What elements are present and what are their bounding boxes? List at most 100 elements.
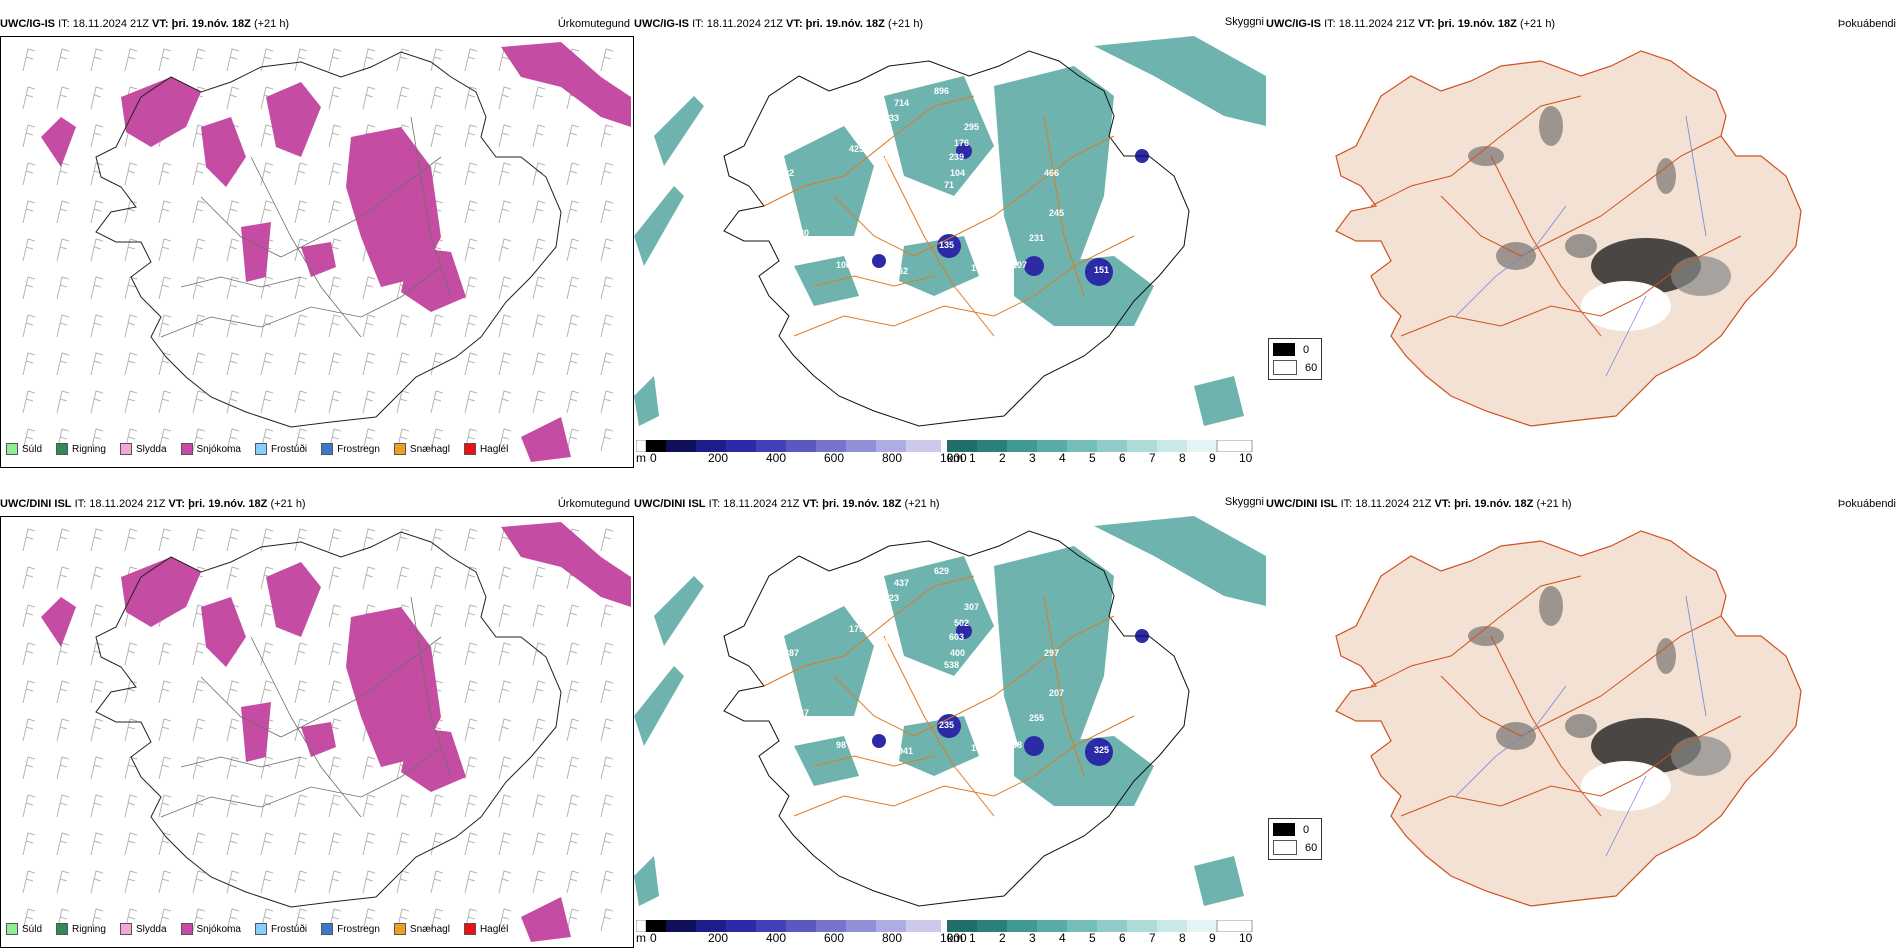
wind-barb: [56, 718, 70, 742]
wind-barb: [566, 718, 580, 742]
ceiling-value-labels: 629 437 723 307 502 179 181 603 312 400 387 538 441 2…: [784, 566, 1109, 756]
wind-barb: [328, 756, 342, 780]
wind-barb: [90, 200, 104, 224]
wind-barb: [56, 566, 70, 590]
wind-barb: [56, 48, 70, 72]
wind-barb: [430, 794, 444, 818]
wind-barb: [532, 718, 546, 742]
wind-barb: [22, 604, 36, 628]
wind-barb: [22, 794, 36, 818]
wind-barb: [260, 276, 274, 300]
precip-legend-label: Slydda: [135, 923, 167, 935]
ceiling-value-label: 723: [884, 593, 899, 603]
wind-barb: [498, 124, 512, 148]
precip-legend-item: Rigning: [56, 443, 106, 455]
wind-barb: [260, 162, 274, 186]
wind-barb: [566, 604, 580, 628]
visibility-tick: 3: [1029, 451, 1036, 465]
wind-barb: [124, 642, 138, 666]
wind-barb: [90, 48, 104, 72]
wind-barb: [328, 642, 342, 666]
fog-swatch-black: [1273, 823, 1295, 836]
panel-header: UWC/IG-IS IT: 18.11.2024 21Z VT: þri. 19…: [0, 18, 289, 30]
ceiling-tick: 0: [650, 931, 657, 945]
visibility-tick: 7: [1149, 451, 1156, 465]
model-name: UWC/DINI ISL: [0, 498, 72, 510]
precip-panel: UWC/DINI ISL IT: 18.11.2024 21Z VT: þri.…: [0, 480, 648, 950]
visibility-colorbar-ticks: km 1 2 3 4 5 6 7 8 9 10: [947, 931, 1253, 945]
wind-barb: [294, 352, 308, 376]
wind-barb: [90, 566, 104, 590]
wind-barb: [192, 908, 206, 932]
wind-barb: [498, 428, 512, 452]
wind-barb: [294, 200, 308, 224]
wind-barb: [158, 908, 172, 932]
visibility-panel: UWC/IG-IS IT: 18.11.2024 21Z VT: þri. 19…: [634, 0, 1266, 470]
precip-legend-label: Frostúði: [270, 443, 308, 455]
fog-swatch-white: [1273, 840, 1297, 855]
fog-swatch-white: [1273, 360, 1297, 375]
wind-barb: [600, 390, 614, 414]
wind-barb: [56, 238, 70, 262]
wind-barb: [158, 200, 172, 224]
wind-barb: [498, 86, 512, 110]
iceland-coastline: [95, 531, 562, 908]
wind-barb: [90, 276, 104, 300]
wind-barb: [328, 276, 342, 300]
wind-barb: [498, 604, 512, 628]
wind-barb: [464, 86, 478, 110]
wind-barb: [328, 200, 342, 224]
ceiling-unit: m: [636, 931, 646, 945]
precip-legend-item: Frostregn: [321, 443, 380, 455]
ceiling-value-label: 307: [964, 602, 979, 612]
ceiling-value-label: 207: [1049, 688, 1064, 698]
wind-barb: [328, 314, 342, 338]
ceiling-colorbar: m 0 200 400 600 800 1000: [635, 439, 967, 465]
wind-barb: [532, 604, 546, 628]
ceiling-value-label: 941: [898, 746, 913, 756]
ceiling-value-label: 502: [954, 618, 969, 628]
ceiling-value-label: 299: [884, 156, 899, 166]
wind-barb: [464, 162, 478, 186]
wind-barb: [600, 604, 614, 628]
roads: [763, 575, 1135, 817]
wind-barb: [124, 238, 138, 262]
wind-barb: [600, 832, 614, 856]
wind-barb: [56, 756, 70, 780]
ceiling-value-label: 71: [944, 180, 954, 190]
wind-barb: [22, 48, 36, 72]
low-ceiling-areas: [872, 623, 1149, 766]
ceiling-value-label: 441: [944, 674, 959, 684]
visibility-unit: km: [947, 451, 963, 465]
wind-barb: [464, 528, 478, 552]
precip-legend: Súld Rigning Slydda Snjókoma Frostúði Frostre…: [6, 443, 508, 455]
wind-barb: [600, 908, 614, 932]
ceiling-value-label: 425: [849, 144, 864, 154]
precip-legend-swatch: [321, 923, 334, 935]
ceiling-tick: 400: [766, 931, 787, 945]
wind-barb: [260, 832, 274, 856]
wind-barb: [124, 794, 138, 818]
wind-barb: [362, 352, 376, 376]
wind-barb: [362, 908, 376, 932]
wind-barb: [90, 908, 104, 932]
wind-barb: [464, 642, 478, 666]
precip-legend-swatch: [393, 923, 406, 935]
wind-barb: [294, 870, 308, 894]
precip-legend-swatch: [6, 923, 18, 935]
wind-barb: [600, 352, 614, 376]
ceiling-value-label: 140: [869, 721, 884, 731]
wind-barb: [260, 756, 274, 780]
ceiling-value-label: 538: [944, 660, 959, 670]
ceiling-value-label: 151: [1094, 265, 1109, 275]
precip-legend-label: Slydda: [135, 443, 167, 455]
wind-barb: [430, 908, 444, 932]
precip-legend-swatch: [180, 923, 193, 935]
wind-barb: [260, 680, 274, 704]
wind-barb: [158, 680, 172, 704]
iceland-coastline: [723, 530, 1190, 907]
wind-barb: [192, 604, 206, 628]
lead-time: (+21 h): [1536, 498, 1572, 510]
wind-barb: [566, 428, 580, 452]
wind-barb: [192, 162, 206, 186]
